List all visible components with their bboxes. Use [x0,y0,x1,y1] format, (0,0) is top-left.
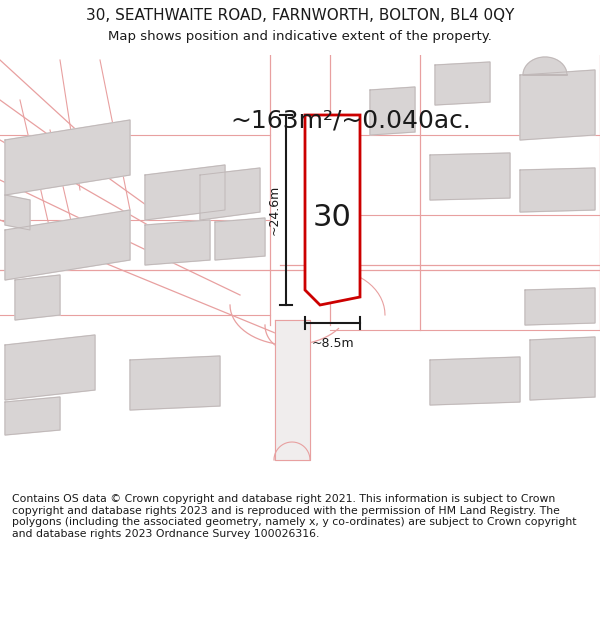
Polygon shape [5,397,60,435]
PathPatch shape [305,115,360,305]
Polygon shape [200,168,260,220]
Polygon shape [274,442,310,460]
Polygon shape [15,275,60,320]
Polygon shape [520,168,595,212]
Polygon shape [523,57,567,75]
Polygon shape [145,220,210,265]
Text: ~24.6m: ~24.6m [268,185,281,235]
Text: ~8.5m: ~8.5m [311,337,354,350]
Polygon shape [430,153,510,200]
Polygon shape [525,288,595,325]
Polygon shape [430,357,520,405]
Polygon shape [370,87,415,135]
Polygon shape [215,218,265,260]
Polygon shape [5,120,130,195]
Polygon shape [5,210,130,280]
Text: 30: 30 [313,204,352,232]
Polygon shape [130,356,220,410]
Text: Map shows position and indicative extent of the property.: Map shows position and indicative extent… [108,30,492,43]
Text: 30, SEATHWAITE ROAD, FARNWORTH, BOLTON, BL4 0QY: 30, SEATHWAITE ROAD, FARNWORTH, BOLTON, … [86,8,514,23]
Polygon shape [5,335,95,400]
Polygon shape [530,337,595,400]
Polygon shape [520,70,595,140]
Polygon shape [275,320,310,460]
Polygon shape [145,165,225,220]
Polygon shape [5,195,30,230]
Text: ~163m²/~0.040ac.: ~163m²/~0.040ac. [230,108,471,132]
Polygon shape [435,62,490,105]
Text: Contains OS data © Crown copyright and database right 2021. This information is : Contains OS data © Crown copyright and d… [12,494,577,539]
